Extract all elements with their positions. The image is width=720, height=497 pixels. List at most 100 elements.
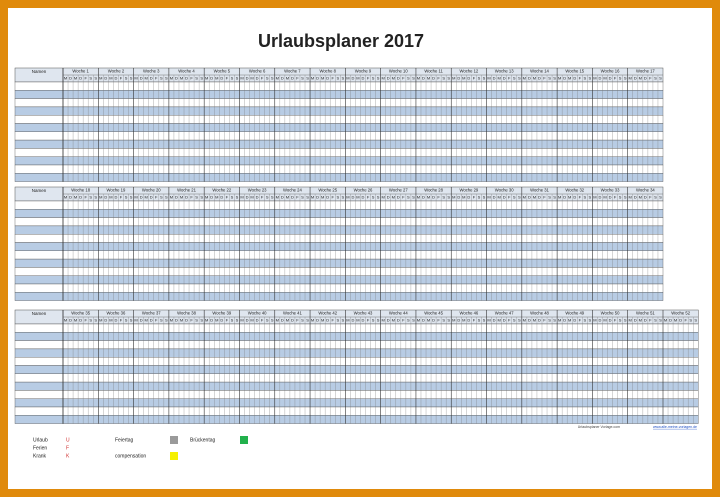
week-label: Woche 18 [71, 188, 90, 193]
day-letter: M [205, 318, 208, 323]
day-letter: F [226, 195, 229, 200]
week-label: Woche 46 [459, 311, 478, 316]
day-letter: S [266, 318, 269, 323]
legend-label: Ferien [33, 445, 47, 451]
day-letter: M [109, 195, 112, 200]
day-letter: D [538, 195, 541, 200]
day-letter: S [412, 195, 415, 200]
day-letter: F [367, 76, 370, 81]
day-letter: F [296, 76, 299, 81]
day-letter: D [679, 318, 682, 323]
name-row [14, 123, 664, 133]
week-label: Woche 21 [177, 188, 196, 193]
day-letter: D [362, 76, 365, 81]
day-letter: M [145, 76, 148, 81]
day-letter: D [432, 195, 435, 200]
week-label: Woche 51 [636, 311, 655, 316]
title: Urlaubsplaner 2017 [258, 31, 424, 51]
day-letter: M [99, 318, 102, 323]
day-letter: D [599, 76, 602, 81]
day-letter: M [639, 76, 642, 81]
day-letter: M [99, 195, 102, 200]
day-letter: D [644, 318, 647, 323]
day-letter: D [69, 76, 72, 81]
name-row [14, 292, 664, 301]
day-letter: F [296, 318, 299, 323]
day-letter: M [311, 76, 314, 81]
day-letter: M [109, 318, 112, 323]
day-letter: D [291, 76, 294, 81]
day-letter: S [195, 195, 198, 200]
day-letter: S [447, 76, 450, 81]
day-letter: D [246, 318, 249, 323]
day-letter: S [513, 76, 516, 81]
day-letter: S [483, 76, 486, 81]
day-letter: S [483, 195, 486, 200]
day-letter: D [397, 195, 400, 200]
day-letter: F [120, 195, 123, 200]
day-letter: M [568, 318, 571, 323]
day-letter: S [513, 195, 516, 200]
day-letter: S [200, 76, 203, 81]
day-letter: D [493, 195, 496, 200]
week-label: Woche 42 [318, 311, 337, 316]
week-label: Woche 34 [636, 188, 655, 193]
day-letter: F [261, 195, 264, 200]
day-letter: M [558, 76, 561, 81]
day-letter: S [442, 76, 445, 81]
day-letter: S [654, 76, 657, 81]
day-letter: F [296, 195, 299, 200]
day-letter: S [654, 195, 657, 200]
day-letter: S [553, 76, 556, 81]
week-label: Woche 23 [248, 188, 267, 193]
name-row [14, 131, 664, 141]
day-letter: M [664, 318, 667, 323]
day-letter: S [659, 76, 662, 81]
week-label: Woche 10 [389, 69, 408, 74]
day-letter: D [326, 318, 329, 323]
day-letter: M [462, 76, 465, 81]
legend-label: compensation [115, 453, 146, 459]
day-letter: M [170, 318, 173, 323]
day-letter: D [387, 318, 390, 323]
day-letter: M [64, 195, 67, 200]
day-letter: F [508, 318, 511, 323]
day-letter: M [64, 76, 67, 81]
week-label: Woche 38 [177, 311, 196, 316]
week-label: Woche 12 [459, 69, 478, 74]
day-letter: D [669, 318, 672, 323]
day-letter: M [639, 318, 642, 323]
day-letter: M [250, 76, 253, 81]
day-letter: S [584, 195, 587, 200]
day-letter: D [185, 318, 188, 323]
day-letter: M [603, 76, 606, 81]
day-letter: M [346, 318, 349, 323]
day-letter: D [538, 76, 541, 81]
day-letter: S [659, 195, 662, 200]
day-letter: M [311, 195, 314, 200]
day-letter: S [301, 195, 304, 200]
day-letter: D [528, 76, 531, 81]
day-letter: M [276, 76, 279, 81]
name-row [14, 139, 664, 149]
day-letter: D [573, 318, 576, 323]
day-letter: F [473, 318, 476, 323]
day-letter: D [114, 318, 117, 323]
day-letter: D [316, 318, 319, 323]
day-letter: S [518, 195, 521, 200]
day-letter: D [114, 76, 117, 81]
day-letter: S [266, 76, 269, 81]
day-letter: D [316, 195, 319, 200]
day-letter: M [523, 318, 526, 323]
day-letter: S [619, 318, 622, 323]
day-letter: D [140, 195, 143, 200]
day-letter: D [281, 318, 284, 323]
name-header: Namen [32, 311, 47, 316]
day-letter: D [573, 195, 576, 200]
day-letter: D [79, 195, 82, 200]
day-letter: D [573, 76, 576, 81]
day-letter: M [417, 195, 420, 200]
day-letter: D [291, 318, 294, 323]
day-letter: M [356, 318, 359, 323]
name-row [14, 258, 664, 268]
